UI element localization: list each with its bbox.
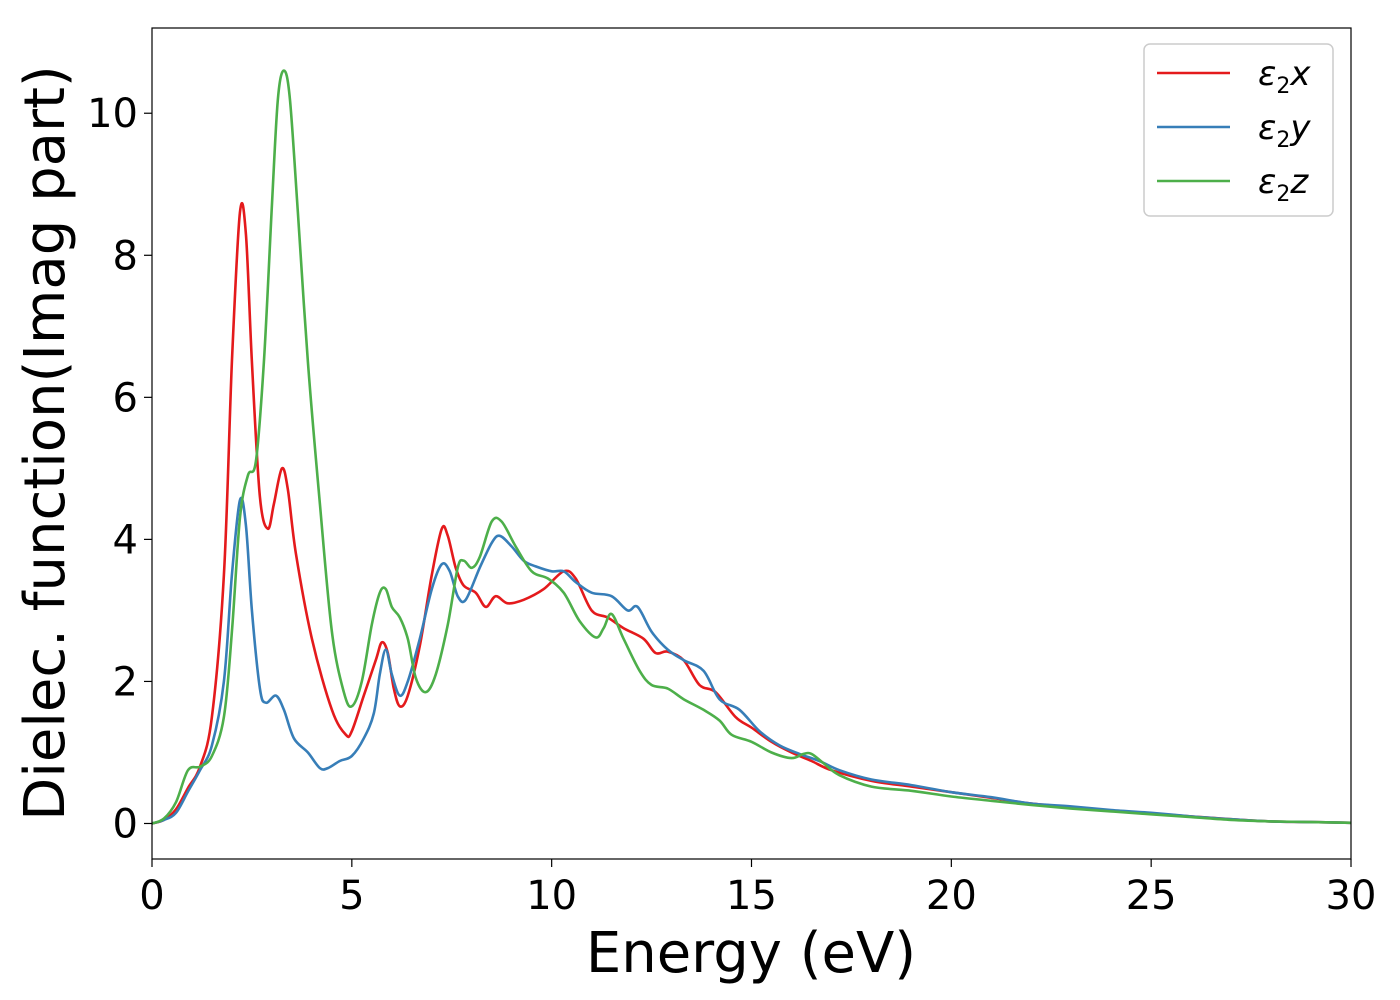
- legend: ε2x ε2y ε2z: [1143, 43, 1334, 217]
- y-tick-label: 2: [113, 659, 138, 705]
- series-line-x: [152, 201, 1351, 825]
- legend-box: [1143, 43, 1334, 217]
- x-axis: 0 5 10 15 20 25 30: [139, 859, 1376, 919]
- series-line-z: [152, 69, 1351, 825]
- x-tick-label: 10: [526, 873, 577, 919]
- y-tick-label: 10: [87, 91, 138, 137]
- legend-label-y: ε2y: [1258, 108, 1311, 153]
- legend-label-z: ε2z: [1258, 162, 1309, 207]
- x-axis-title: Energy (eV): [586, 921, 916, 986]
- x-tick-label: 15: [726, 873, 777, 919]
- x-tick-label: 5: [339, 873, 364, 919]
- x-tick-label: 25: [1126, 873, 1177, 919]
- y-tick-label: 0: [113, 801, 138, 847]
- y-tick-label: 8: [113, 233, 138, 279]
- y-axis-title: Dielec. function(Imag part): [13, 65, 78, 821]
- y-axis: 0 2 4 6 8 10: [87, 91, 152, 847]
- series-layer: [152, 69, 1351, 825]
- x-tick-label: 30: [1326, 873, 1377, 919]
- x-tick-label: 0: [139, 873, 164, 919]
- y-tick-label: 4: [113, 517, 138, 563]
- legend-label-x: ε2x: [1258, 54, 1311, 99]
- y-tick-label: 6: [113, 375, 138, 421]
- series-line-y: [152, 496, 1351, 825]
- x-tick-label: 20: [926, 873, 977, 919]
